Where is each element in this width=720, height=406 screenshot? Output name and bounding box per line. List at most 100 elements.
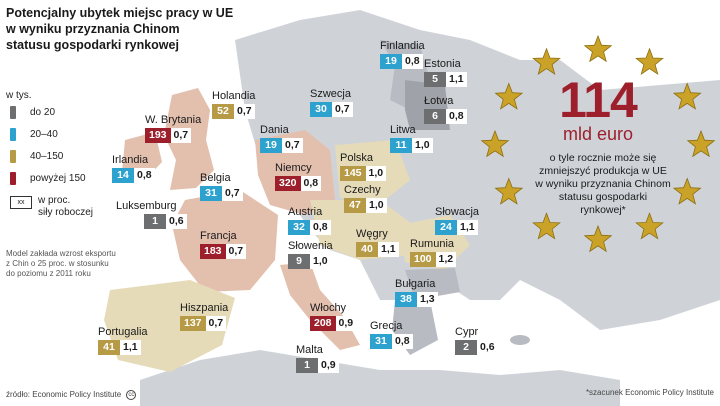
country-name: Węgry (356, 228, 388, 240)
country-label-lotwa: Łotwa 6 0,8 (424, 95, 467, 124)
jobs-value: 5 (424, 72, 446, 87)
country-name: Łotwa (424, 95, 454, 107)
legend-note-line: w proc. (38, 195, 71, 206)
source-text: źródło: Economic Policy Institute (6, 390, 122, 400)
legend-item: 40–150 (6, 150, 166, 172)
country-name: Hiszpania (180, 302, 229, 314)
country-label-malta: Malta 1 0,9 (296, 344, 339, 373)
cyprus-shape (510, 335, 530, 345)
percent-value: 0,7 (234, 104, 255, 119)
country-name: Austria (288, 206, 323, 218)
country-label-slowacja: Słowacja 24 1,1 (435, 206, 479, 235)
jobs-value: 6 (424, 109, 446, 124)
legend-item: powyżej 150 (6, 172, 166, 194)
model-note-line: z Chin o 25 proc. w stosunku (6, 259, 109, 268)
eu-star-icon (494, 82, 524, 110)
percent-value: 0,8 (402, 54, 423, 69)
highlight-description: o tyle rocznie może się zmniejszyć produ… (513, 152, 693, 217)
eu-star-icon (494, 177, 524, 205)
legend-percent-note: xx w proc. siły roboczej (6, 194, 166, 224)
legend: w tys. do 20 20–40 40–150 powyżej 150 xx… (6, 90, 166, 224)
percent-value: 0,7 (205, 316, 227, 331)
country-name: Szwecja (310, 88, 351, 100)
percent-value: 1,0 (365, 166, 387, 181)
highlight-line: o tyle rocznie może się (549, 152, 657, 164)
title-line: w wyniku przyznania Chinom (6, 22, 180, 36)
legend-item: 20–40 (6, 128, 166, 150)
jobs-value: 208 (310, 316, 336, 331)
percent-value: 1,1 (120, 340, 141, 355)
country-name: Estonia (424, 58, 461, 70)
jobs-value: 38 (395, 292, 417, 307)
scandinavia (300, 20, 400, 120)
country-name: Grecja (370, 320, 403, 332)
country-label-hiszpania: Hiszpania 137 0,7 (180, 302, 228, 331)
jobs-value: 11 (390, 138, 412, 153)
percent-value: 1,1 (378, 242, 399, 257)
percent-value: 0,7 (332, 102, 353, 117)
jobs-value: 2 (455, 340, 477, 355)
country-label-luksemburg: Luksemburg 1 0,6 (116, 200, 187, 229)
percent-value: 1,0 (366, 198, 387, 213)
percent-value: 0,7 (222, 186, 243, 201)
country-label-wlochy: Włochy 208 0,9 (310, 302, 357, 331)
percent-value: 1,0 (310, 254, 331, 269)
country-name: Litwa (390, 124, 416, 136)
jobs-value: 9 (288, 254, 310, 269)
country-name: Belgia (200, 172, 231, 184)
jobs-value: 41 (98, 340, 120, 355)
country-label-w-brytania: W. Brytania 193 0,7 (145, 114, 201, 143)
model-note-line: do poziomu z 2011 roku (6, 269, 91, 278)
percent-value: 0,6 (166, 214, 187, 229)
percent-value: 0,8 (446, 109, 467, 124)
eu-star-icon (635, 212, 664, 240)
legend-label: powyżej 150 (30, 173, 86, 184)
percent-value: 0,8 (392, 334, 413, 349)
jobs-value: 19 (380, 54, 402, 69)
jobs-value: 193 (145, 128, 171, 143)
percent-value: 0,7 (282, 138, 303, 153)
highlight-line: statusu gospodarki (558, 191, 648, 203)
jobs-value: 145 (340, 166, 366, 181)
jobs-value: 40 (356, 242, 378, 257)
eu-star-icon (686, 129, 716, 158)
legend-swatch (10, 106, 16, 119)
eu-star-icon (635, 47, 664, 76)
legend-label: do 20 (30, 107, 56, 118)
north-africa (140, 350, 620, 406)
title-line: statusu gospodarki rynkowej (6, 38, 179, 52)
country-label-bulgaria: Bułgaria 38 1,3 (395, 278, 438, 307)
country-name: Włochy (310, 302, 347, 314)
percent-value: 0,8 (310, 220, 331, 235)
eu-star-icon (532, 212, 561, 240)
country-name: Dania (260, 124, 289, 136)
percent-value: 1,0 (412, 138, 433, 153)
percent-value: 0,8 (300, 176, 322, 191)
highlight-unit: mld euro (562, 124, 634, 144)
highlight-line: w wyniku przyznania Chinom (535, 178, 671, 190)
eu-star-icon (672, 177, 702, 205)
jobs-value: 52 (212, 104, 234, 119)
country-name: Portugalia (98, 326, 148, 338)
country-name: Francja (200, 230, 237, 242)
jobs-value: 100 (410, 252, 436, 267)
country-label-polska: Polska 145 1,0 (340, 152, 387, 181)
country-name: Luksemburg (116, 200, 177, 212)
percent-value: 1,1 (446, 72, 467, 87)
eu-star-icon (532, 47, 561, 76)
highlight-line: zmniejszyć produkcja w UE (539, 165, 667, 177)
jobs-value: 14 (112, 168, 134, 183)
legend-note-label: w proc. siły roboczej (38, 195, 148, 219)
legend-swatch (10, 150, 16, 163)
legend-note-line: siły roboczej (38, 207, 94, 218)
jobs-value: 1 (296, 358, 318, 373)
country-label-dania: Dania 19 0,7 (260, 124, 303, 153)
map-title: Potencjalny ubytek miejsc pracy w UE w w… (6, 5, 236, 53)
eu-star-icon (672, 82, 702, 110)
legend-label: 20–40 (30, 129, 58, 140)
country-label-rumunia: Rumunia 100 1,2 (410, 238, 457, 267)
legend-item: do 20 (6, 106, 166, 128)
jobs-value: 30 (310, 102, 332, 117)
model-note: Model zakłada wzrost eksportu z Chin o 2… (6, 249, 116, 279)
eu-star-icon (583, 34, 613, 63)
